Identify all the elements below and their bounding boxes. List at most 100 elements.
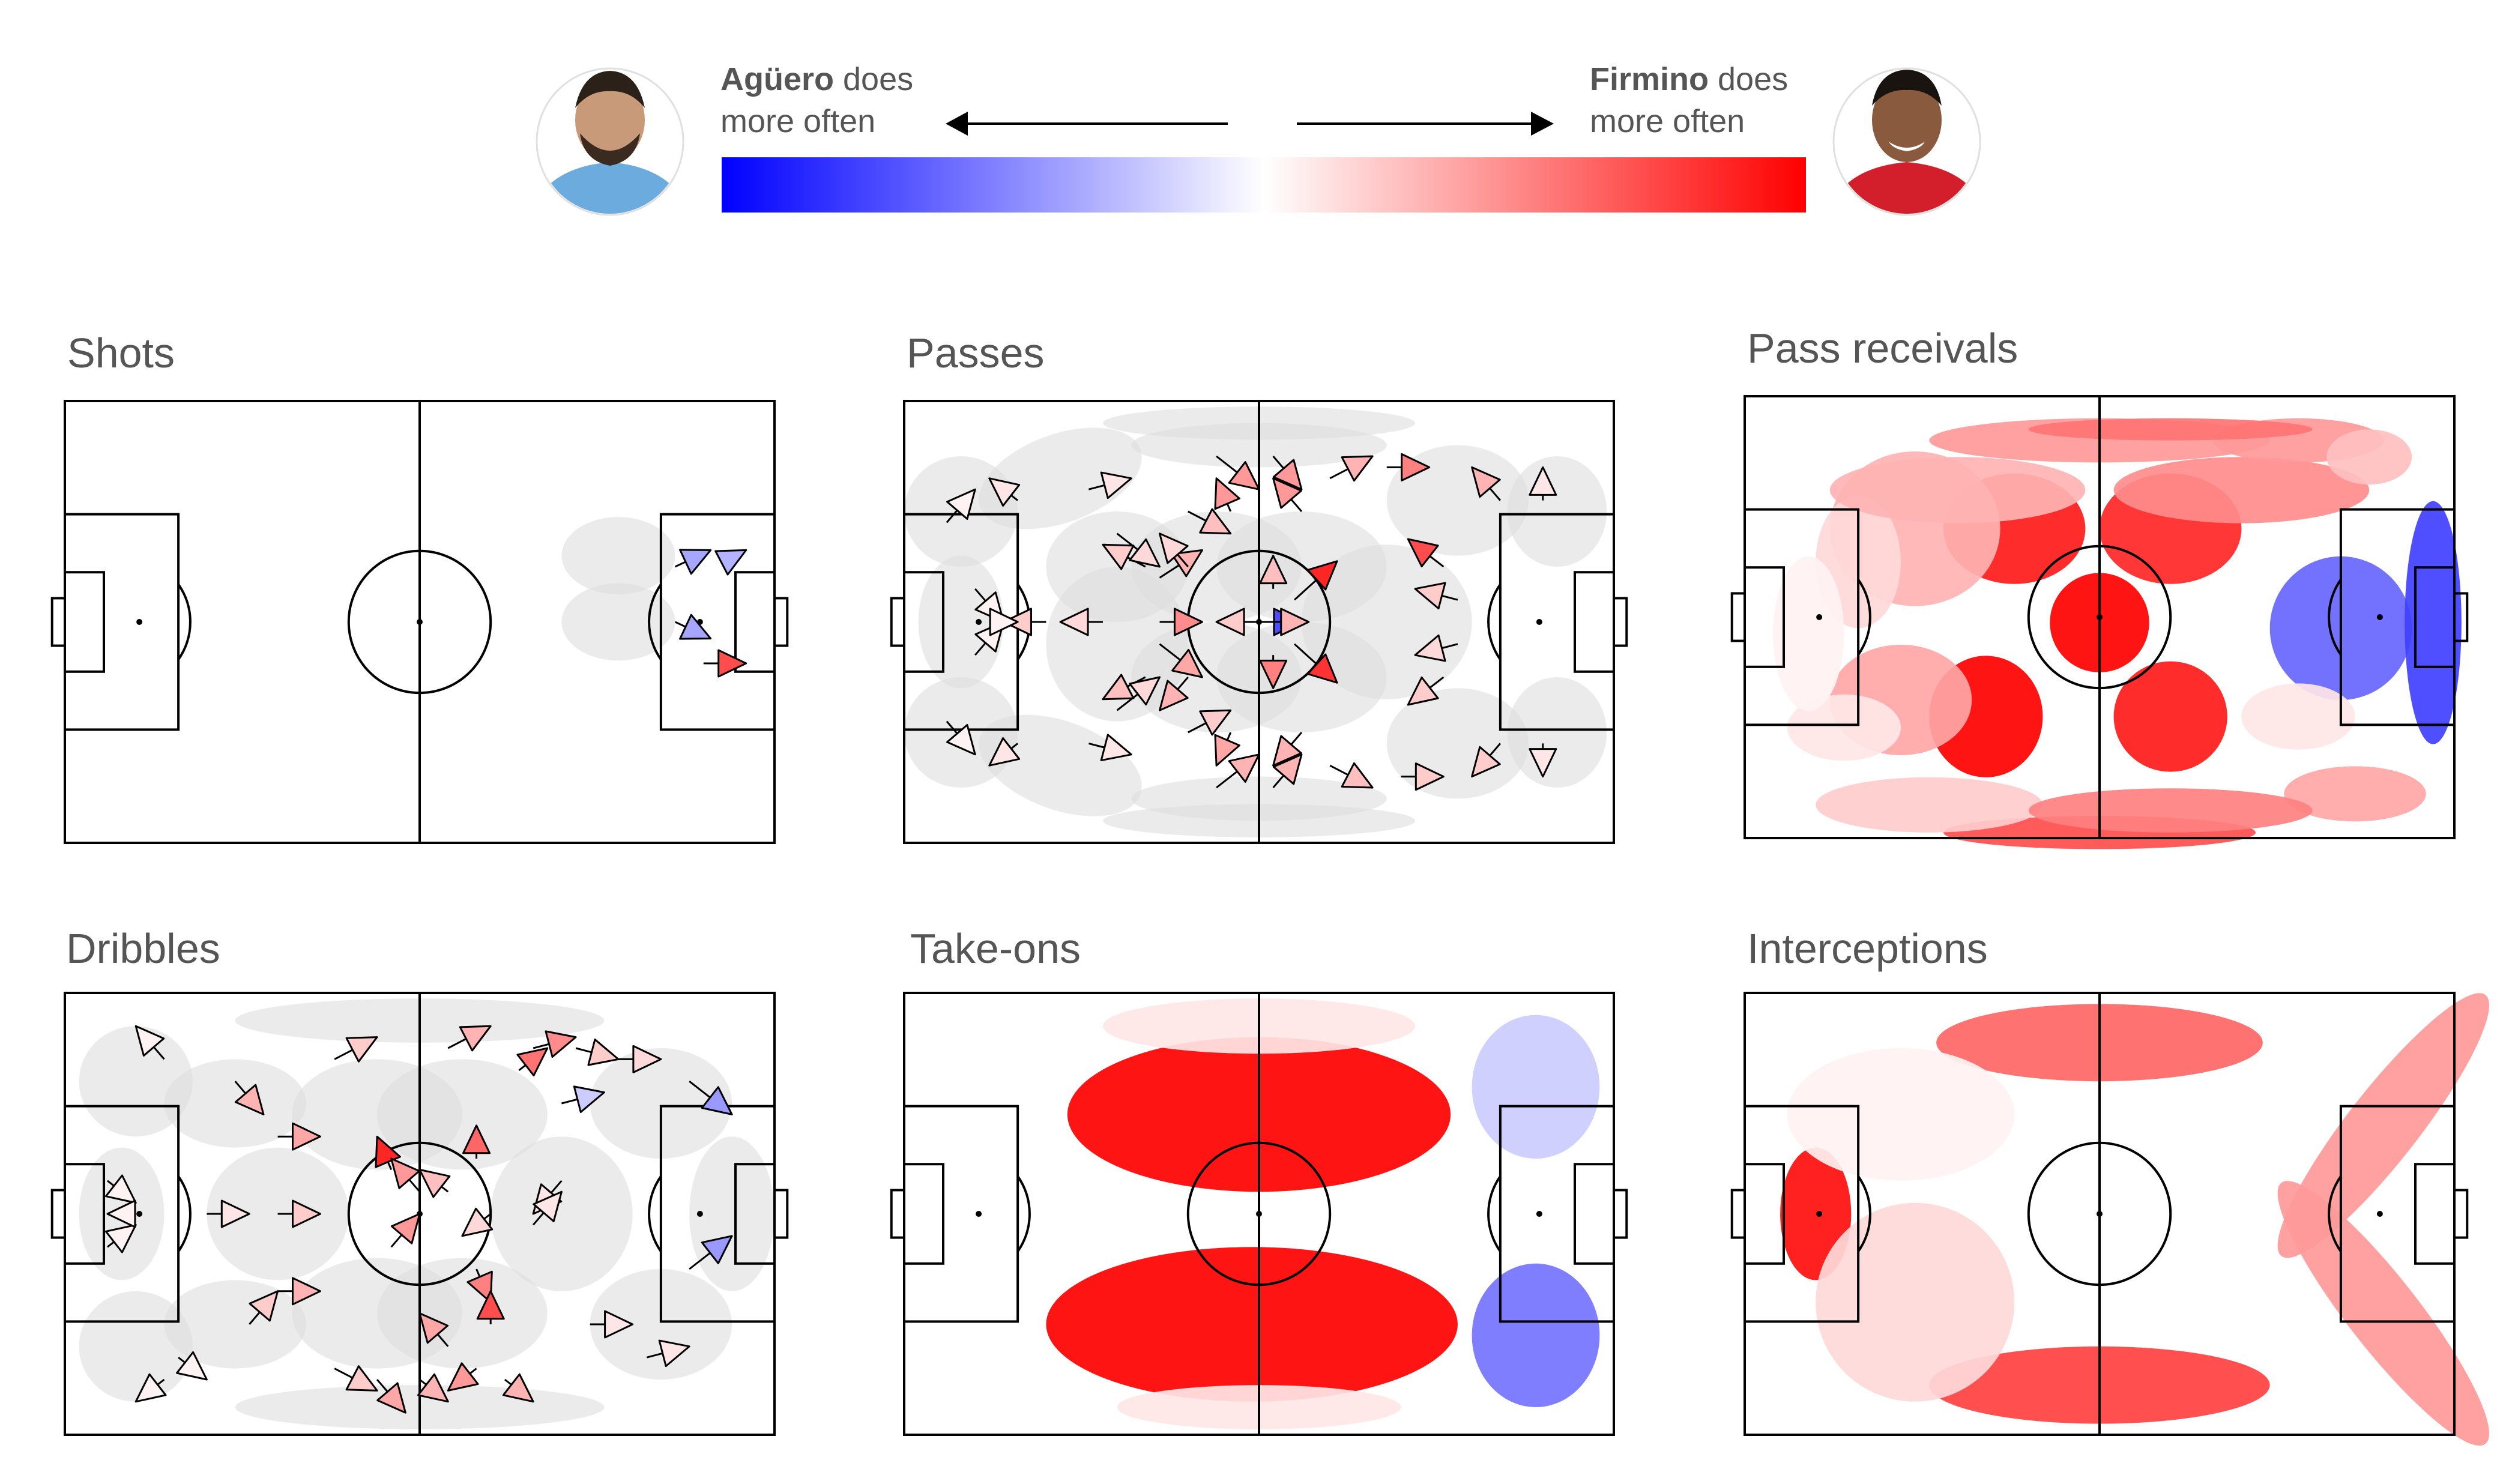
pitch-interceptions: [1730, 992, 2489, 1446]
heat-zone: [2405, 501, 2462, 744]
zones: [1780, 993, 2489, 1446]
action-arrow: [1159, 677, 1189, 711]
action-arrow: [1088, 471, 1132, 499]
action-arrow: [1259, 655, 1288, 689]
gray-zone: [1507, 677, 1607, 788]
action-arrow: [466, 1268, 493, 1303]
heat-zone: [1773, 556, 1844, 711]
action-arrow: [689, 1081, 733, 1115]
action-arrow: [1116, 532, 1161, 568]
action-arrow: [590, 1310, 634, 1339]
action-arrow: [1329, 762, 1374, 789]
pitch-lines: [890, 992, 1628, 1436]
action-arrow: [532, 1190, 563, 1226]
action-arrow: [1059, 608, 1103, 636]
action-arrow: [1272, 732, 1303, 767]
heat-zone: [2113, 661, 2227, 772]
action-arrow: [104, 1174, 137, 1204]
zones: [1773, 418, 2462, 849]
action-arrow: [618, 1045, 662, 1073]
action-arrow: [646, 1339, 690, 1368]
heat-zone: [1046, 1247, 1458, 1402]
action-arrow: [575, 1039, 620, 1066]
arrows: [674, 549, 747, 678]
action-arrow: [703, 649, 747, 678]
panel-title-dribbles: Dribbles: [66, 925, 220, 972]
action-arrow: [462, 1124, 491, 1159]
gray-zone: [164, 1059, 306, 1148]
heat-zone: [2028, 788, 2313, 833]
pitch-take-ons: [890, 992, 1628, 1436]
gray-zone: [79, 1291, 193, 1402]
pitch-lines: [1730, 395, 2469, 839]
heat-zone: [1816, 1202, 2015, 1402]
aguero-avatar: [536, 67, 684, 216]
panel-title-shots: Shots: [67, 330, 175, 376]
action-arrow: [1407, 676, 1445, 706]
legend-left-suffix: does: [843, 61, 913, 97]
gray-zone: [79, 1026, 193, 1137]
action-arrow: [1471, 466, 1502, 501]
gray-zone: [1301, 544, 1472, 699]
action-arrow: [689, 1235, 733, 1270]
gray-zone: [164, 1280, 306, 1369]
legend-right-text-line1: Firmino does: [1590, 61, 1788, 97]
action-arrow: [533, 1030, 577, 1058]
heat-zone: [2277, 993, 2489, 1258]
legend-left-arrow: [946, 112, 1228, 136]
heat-zone: [1472, 1015, 1600, 1159]
action-arrow: [516, 1047, 549, 1077]
panel-title-interceptions: Interceptions: [1747, 925, 1988, 972]
action-arrow: [1294, 643, 1338, 684]
action-arrow: [134, 1373, 167, 1403]
action-arrow: [334, 1036, 378, 1063]
action-arrow: [106, 1199, 136, 1228]
action-arrow: [134, 1025, 165, 1060]
action-arrow: [988, 737, 1021, 767]
heat-zone: [1787, 1048, 2015, 1181]
pitch-lines: [890, 400, 1628, 844]
legend-right-suffix: does: [1718, 61, 1788, 97]
gray-zone: [590, 1269, 732, 1380]
action-arrow: [1272, 456, 1303, 490]
panel-titles: Shots Passes Pass receivals Dribbles Tak…: [66, 325, 2018, 972]
action-arrow: [249, 1290, 279, 1325]
action-arrow: [1116, 676, 1161, 711]
heat-zone: [2284, 766, 2426, 822]
gray-zone: [561, 517, 675, 594]
action-arrow: [390, 1157, 421, 1193]
heat-zone: [2277, 1181, 2489, 1446]
heat-zone: [2028, 418, 2313, 441]
action-arrow: [375, 1135, 401, 1170]
heat-zone: [2326, 429, 2412, 485]
pitch-pass-receivals: [1730, 395, 2469, 849]
action-arrow: [502, 1373, 534, 1403]
action-arrow: [1214, 732, 1240, 767]
action-arrow: [1272, 477, 1303, 512]
action-arrow: [1214, 477, 1240, 512]
action-arrow: [1188, 508, 1232, 535]
pitch-shots: [50, 400, 789, 844]
legend-right-text-line2: more often: [1590, 103, 1745, 139]
action-arrow: [476, 1290, 505, 1324]
action-arrow: [334, 1365, 378, 1392]
action-arrow: [207, 1199, 250, 1228]
legend-right-arrow: [1297, 112, 1554, 136]
action-arrow: [1272, 753, 1303, 788]
gray-zone: [561, 583, 675, 661]
action-arrow: [1471, 743, 1502, 778]
heat-zone: [1816, 777, 2043, 833]
arrows: [946, 453, 1557, 791]
gray-zone: [1386, 445, 1529, 556]
action-arrow: [946, 488, 976, 523]
action-arrow: [1259, 555, 1288, 589]
action-arrow: [946, 720, 976, 756]
action-arrow: [1216, 753, 1260, 789]
panel-title-passes: Passes: [907, 330, 1045, 376]
legend-right-player-name: Firmino: [1590, 61, 1709, 97]
action-arrow: [1159, 532, 1189, 567]
pitch-lines: [50, 400, 789, 844]
action-arrow: [390, 1213, 421, 1248]
legend: Agüero does more often Firmino does more…: [536, 61, 1981, 216]
